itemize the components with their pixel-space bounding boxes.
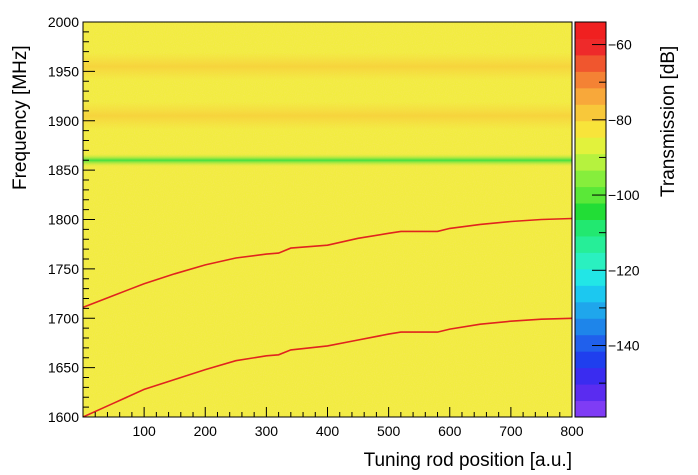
color-scale-step	[575, 219, 606, 237]
x-tick-label: 600	[438, 423, 462, 439]
x-tick-label: 400	[316, 423, 340, 439]
color-scale-step	[575, 203, 606, 220]
x-tick-label: 300	[255, 423, 279, 439]
resonance-lines-group	[83, 217, 572, 417]
resonance-line-1	[83, 217, 572, 309]
x-tick-label: 800	[560, 423, 584, 439]
y-tick-label: 1750	[48, 261, 79, 277]
y-tick-label: 1900	[48, 113, 79, 129]
y-tick-label: 1800	[48, 212, 79, 228]
y-axis: 1600 1650 1700 1750 1800 1850 1900 1950 2000	[48, 14, 95, 425]
color-scale-step	[575, 137, 606, 155]
z-tick-label: −100	[608, 187, 640, 203]
x-tick-label: 200	[194, 423, 218, 439]
y-tick-label: 1950	[48, 63, 79, 79]
x-axis-title: Tuning rod position [a.u.]	[364, 450, 572, 471]
color-scale-step	[575, 318, 606, 336]
x-tick-label: 700	[499, 423, 523, 439]
color-scale-step	[575, 186, 606, 204]
y-tick-label: 1650	[48, 360, 79, 376]
z-tick-label: −80	[608, 112, 632, 128]
z-tick-label: −60	[608, 37, 632, 53]
z-tick-label: −120	[608, 262, 640, 278]
color-scale-step	[575, 38, 606, 56]
color-scale-step	[575, 367, 606, 385]
y-tick-label: 1850	[48, 162, 79, 178]
resonance-line-2	[83, 317, 572, 417]
color-scale-step	[575, 71, 606, 89]
color-scale-step	[575, 301, 606, 319]
color-scale-bar	[575, 22, 606, 418]
color-scale-frame	[574, 21, 607, 418]
color-scale-step	[575, 235, 606, 253]
color-scale-step	[575, 87, 606, 105]
color-scale-step	[575, 334, 606, 352]
color-scale-title: Transmission [dB]	[658, 46, 679, 197]
faint-bands-group	[83, 52, 572, 130]
color-scale-step	[575, 104, 606, 122]
x-tick-label: 500	[377, 423, 401, 439]
y-axis-title: Frequency [MHz]	[10, 45, 31, 190]
z-tick-label: −140	[608, 338, 640, 354]
color-scale-step	[575, 54, 606, 72]
faint-band-2	[83, 52, 572, 81]
color-scale-axis: −60 −80 −100 −120 −140	[592, 37, 640, 384]
color-scale-step	[575, 400, 606, 418]
heatmap-noise	[83, 22, 572, 417]
x-axis: 100 200 300 400 500 600 700 800	[94, 407, 584, 439]
color-scale-step	[575, 285, 606, 303]
y-tick-label: 1700	[48, 310, 79, 326]
x-tick-label: 100	[132, 423, 156, 439]
color-scale-step	[575, 120, 606, 138]
y-tick-label: 2000	[48, 14, 79, 30]
color-scale-step	[575, 351, 606, 369]
color-scale-step	[575, 384, 606, 402]
color-scale-step	[575, 252, 606, 270]
y-tick-label: 1600	[48, 409, 79, 425]
faint-band-1	[83, 101, 572, 130]
absorption-band-1860	[83, 153, 572, 168]
color-scale-step	[575, 170, 606, 188]
color-scale-step	[575, 153, 606, 171]
color-scale-step	[575, 22, 606, 39]
color-scale-step	[575, 268, 606, 286]
